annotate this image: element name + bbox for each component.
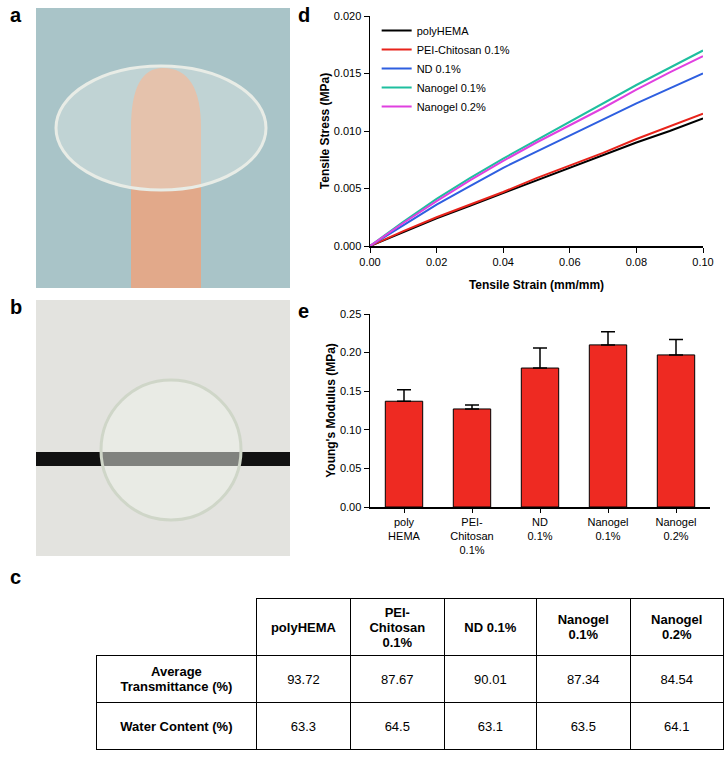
svg-text:0.05: 0.05 bbox=[340, 462, 361, 474]
svg-text:0.25: 0.25 bbox=[340, 308, 361, 320]
html-text:63.3: 63.3 bbox=[290, 718, 317, 734]
html-text:90.01: 90.01 bbox=[474, 671, 507, 687]
svg-text:Nanogel0.2%: Nanogel0.2% bbox=[656, 516, 697, 542]
svg-text:0.015: 0.015 bbox=[334, 67, 362, 79]
html-text:ND 0.1%: ND 0.1% bbox=[464, 619, 517, 635]
svg-text:0.15: 0.15 bbox=[340, 385, 361, 397]
svg-text:ND 0.1%: ND 0.1% bbox=[417, 63, 461, 75]
svg-text:0.010: 0.010 bbox=[334, 125, 362, 137]
html-text:0.2%: 0.2% bbox=[661, 627, 692, 642]
svg-text:Nanogel 0.1%: Nanogel 0.1% bbox=[417, 82, 486, 94]
html-text:63.5: 63.5 bbox=[570, 718, 596, 734]
html-text:d: d bbox=[298, 4, 311, 26]
html-text:Water Content (%): Water Content (%) bbox=[120, 718, 233, 734]
svg-text:0.02: 0.02 bbox=[426, 256, 447, 268]
html-text:64.5: 64.5 bbox=[384, 718, 410, 734]
svg-text:Nanogel 0.2%: Nanogel 0.2% bbox=[417, 101, 486, 113]
html-text:87.34: 87.34 bbox=[567, 671, 600, 687]
svg-text:Tensile Stress (MPa): Tensile Stress (MPa) bbox=[318, 73, 332, 189]
svg-text:polyHEMA: polyHEMA bbox=[388, 516, 420, 542]
svg-text:0.06: 0.06 bbox=[559, 256, 580, 268]
svg-text:Young's Modulus (MPa): Young's Modulus (MPa) bbox=[324, 343, 338, 478]
html-text:63.1: 63.1 bbox=[477, 718, 503, 734]
html-text:PEI-Chitosan: PEI-Chitosan bbox=[369, 604, 426, 635]
html-text:c: c bbox=[10, 566, 22, 588]
svg-text:Tensile Strain (mm/mm): Tensile Strain (mm/mm) bbox=[469, 278, 604, 292]
html-text:Nanogel: Nanogel bbox=[651, 612, 703, 627]
html-text:0.1%: 0.1% bbox=[568, 627, 599, 642]
html-text:b: b bbox=[10, 296, 23, 318]
html-text:84.54: 84.54 bbox=[660, 671, 693, 687]
html-text:87.67: 87.67 bbox=[381, 671, 414, 687]
svg-text:0.00: 0.00 bbox=[340, 501, 361, 513]
html-text:64.1: 64.1 bbox=[664, 718, 690, 734]
html-text:Nanogel: Nanogel bbox=[557, 612, 609, 627]
html-text:0.1%: 0.1% bbox=[382, 634, 413, 650]
svg-text:0.08: 0.08 bbox=[626, 256, 647, 268]
svg-text:0.000: 0.000 bbox=[334, 240, 362, 252]
html-text:Average: Average bbox=[151, 664, 202, 679]
svg-text:ND0.1%: ND0.1% bbox=[527, 516, 552, 542]
html-text:93.72: 93.72 bbox=[287, 671, 320, 687]
svg-text:Nanogel0.1%: Nanogel0.1% bbox=[588, 516, 629, 542]
svg-text:0.005: 0.005 bbox=[334, 182, 362, 194]
svg-text:0.10: 0.10 bbox=[340, 424, 361, 436]
svg-text:0.020: 0.020 bbox=[334, 10, 362, 22]
svg-text:0.10: 0.10 bbox=[692, 256, 713, 268]
svg-text:0.00: 0.00 bbox=[359, 256, 380, 268]
svg-text:0.20: 0.20 bbox=[340, 346, 361, 358]
html-text:Transmittance (%): Transmittance (%) bbox=[120, 679, 233, 694]
html-text:e: e bbox=[298, 300, 310, 322]
html-text:a: a bbox=[10, 4, 22, 26]
svg-text:0.04: 0.04 bbox=[492, 256, 513, 268]
svg-text:PEI-Chitosan 0.1%: PEI-Chitosan 0.1% bbox=[417, 44, 510, 56]
svg-text:PEI-Chitosan0.1%: PEI-Chitosan0.1% bbox=[450, 516, 493, 557]
svg-text:polyHEMA: polyHEMA bbox=[417, 25, 470, 37]
html-text:polyHEMA: polyHEMA bbox=[270, 619, 336, 635]
